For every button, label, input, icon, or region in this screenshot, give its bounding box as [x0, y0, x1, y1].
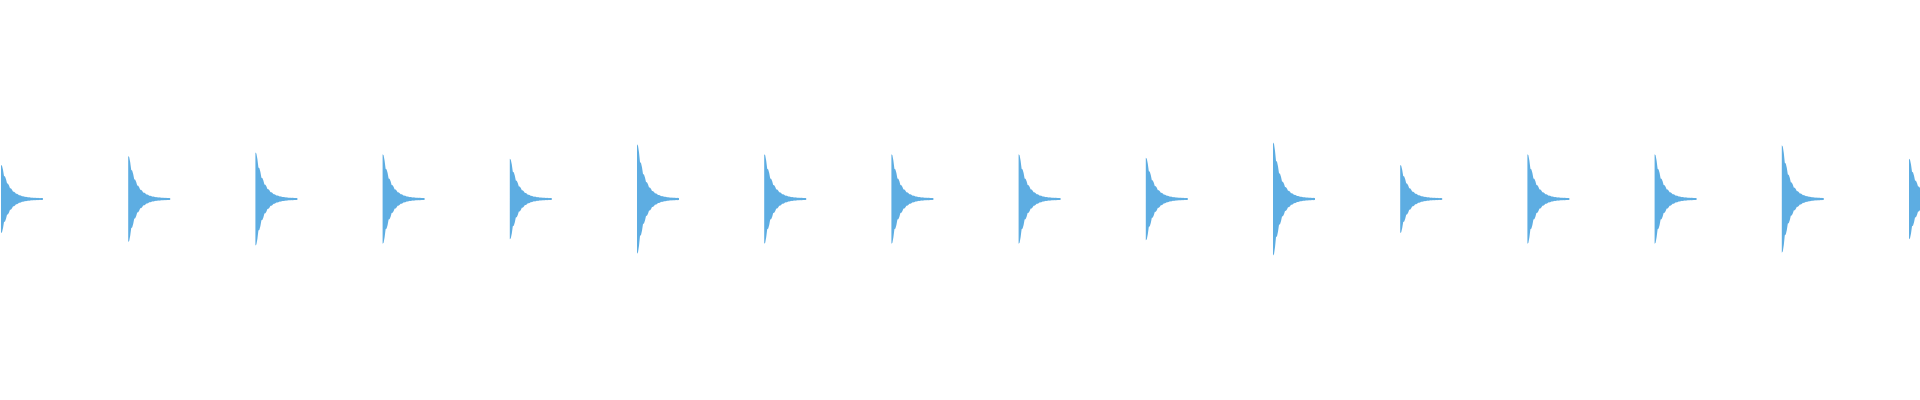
waveform-burst: [1909, 158, 1920, 240]
waveform-burst: [509, 158, 552, 240]
waveform-burst: [1, 165, 43, 233]
waveform-burst: [382, 154, 425, 244]
waveform-burst: [1527, 154, 1570, 244]
waveform-burst: [1145, 157, 1188, 241]
waveform-burst: [1018, 154, 1061, 244]
waveform-burst: [1654, 154, 1697, 244]
waveform-burst: [891, 154, 934, 244]
waveform-burst: [128, 156, 171, 242]
waveform-burst: [637, 144, 679, 254]
waveform-burst: [255, 152, 298, 246]
waveform-burst: [1781, 145, 1824, 253]
waveform-burst: [1400, 165, 1443, 233]
waveform-burst: [1273, 142, 1315, 256]
waveform-burst: [764, 154, 807, 244]
